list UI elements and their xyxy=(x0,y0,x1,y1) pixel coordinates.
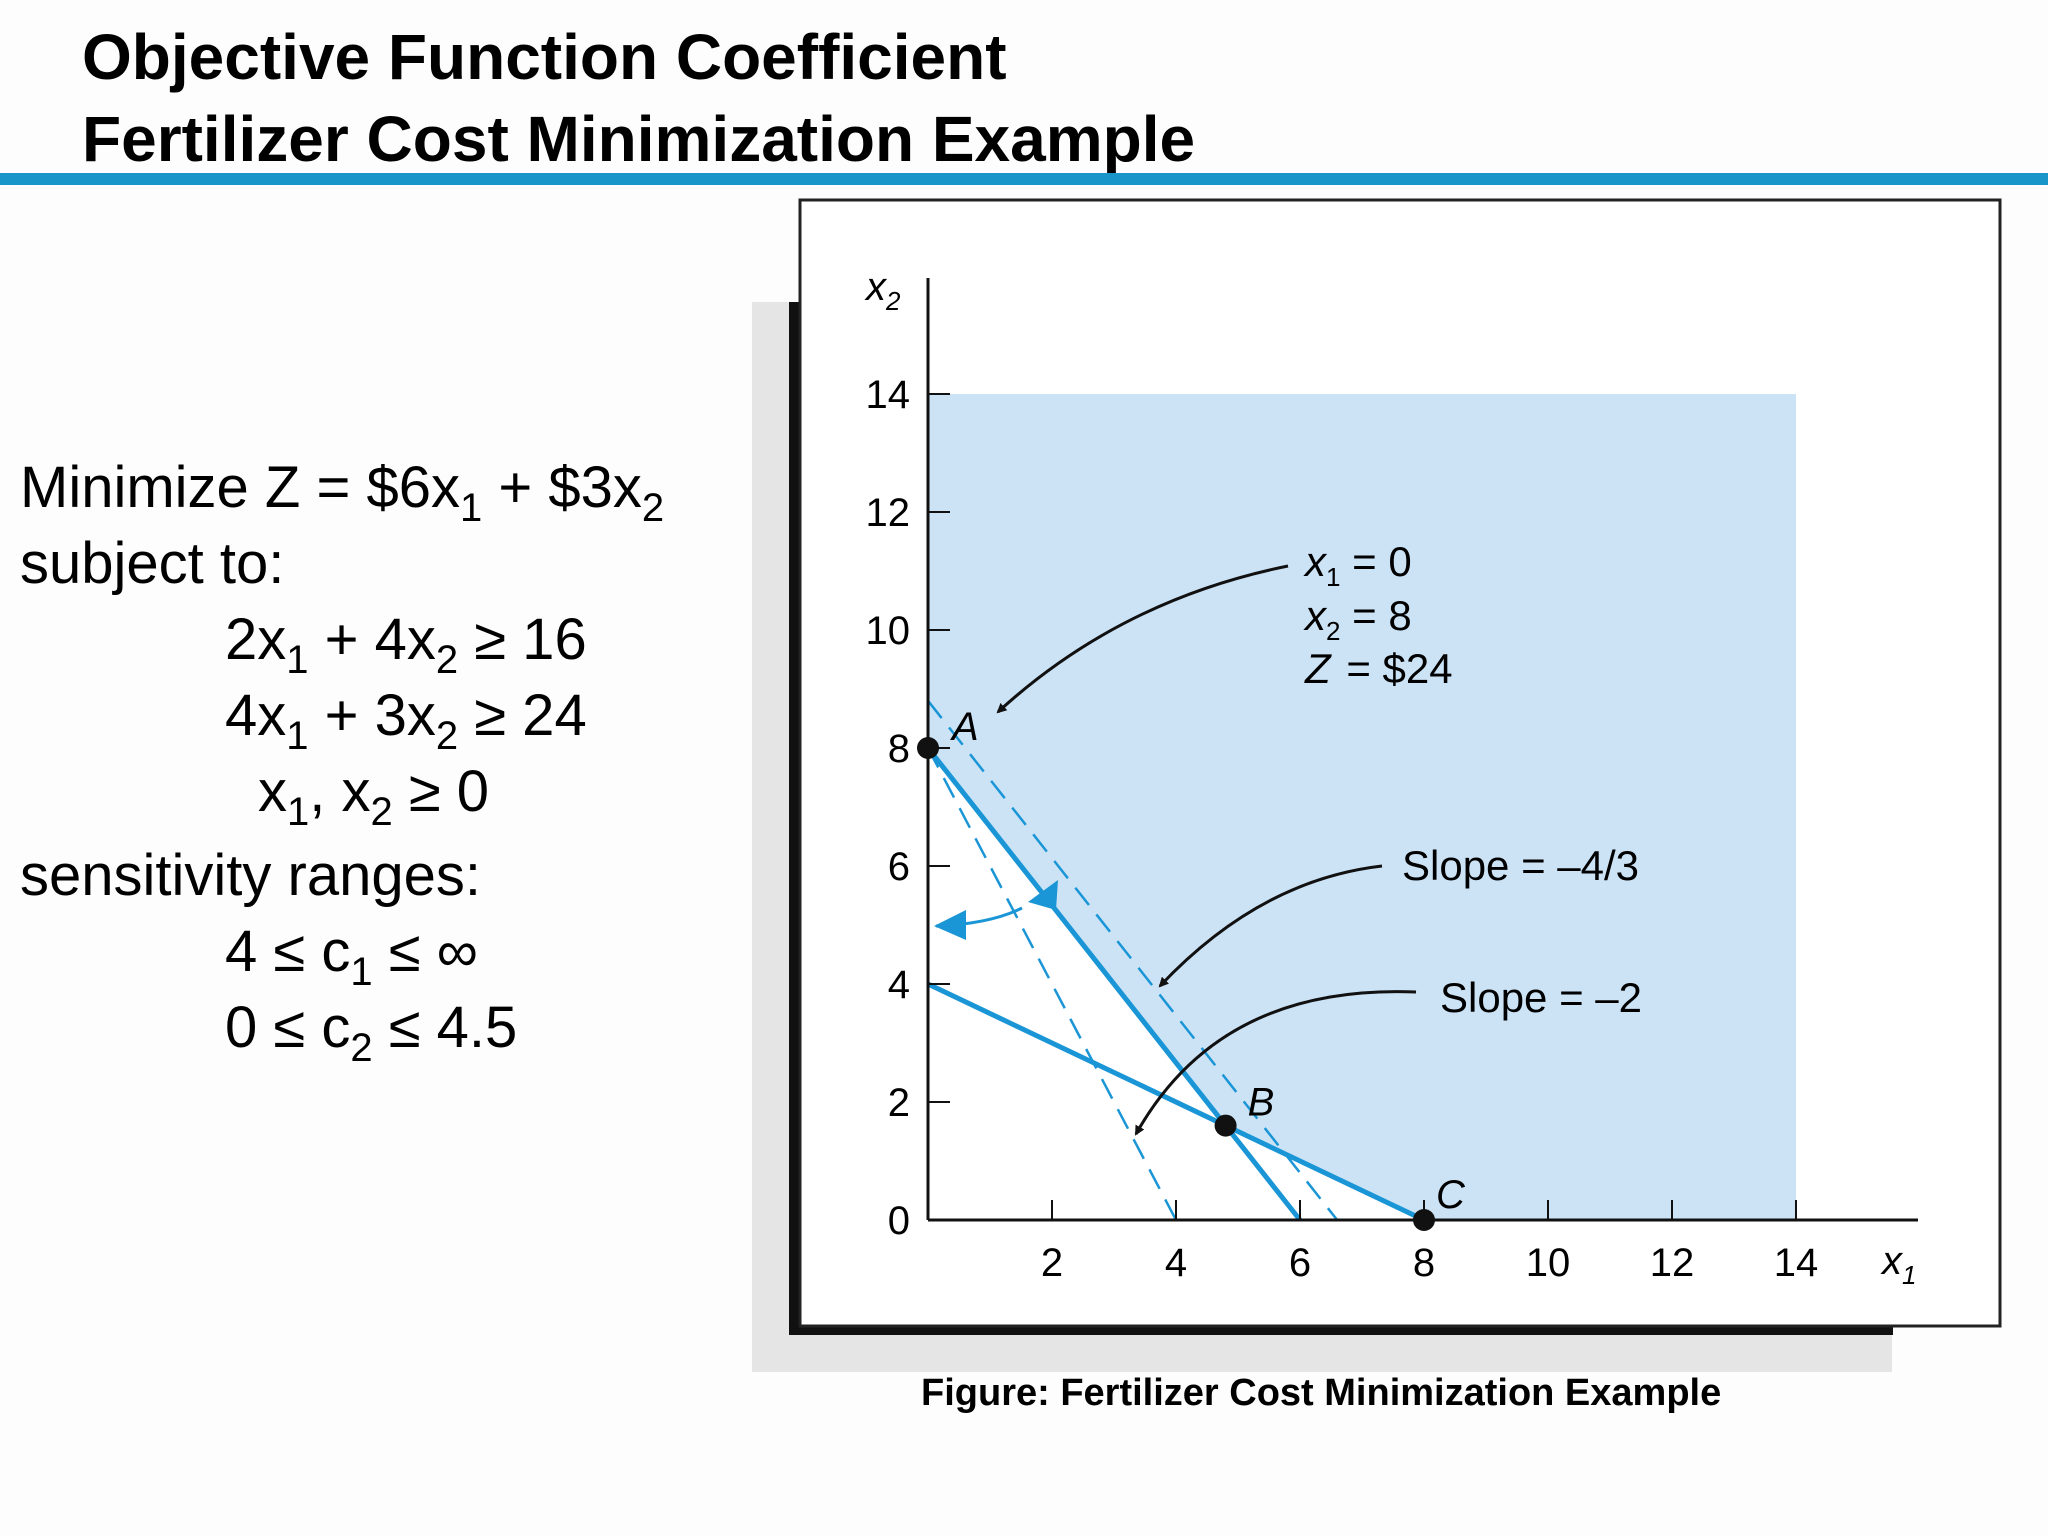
title-line-2: Fertilizer Cost Minimization Example xyxy=(82,103,1196,175)
sensitivity-range-c1: 4 ≤ c1 ≤ ∞ xyxy=(225,919,478,994)
y-tick-label: 6 xyxy=(888,845,910,889)
x-tick-label: 8 xyxy=(1413,1241,1435,1285)
sensitivity-ranges-label: sensitivity ranges: xyxy=(20,843,481,908)
slide-title: Objective Function Coefficient Fertilize… xyxy=(82,16,1195,180)
figure-caption: Figure: Fertilizer Cost Minimization Exa… xyxy=(921,1372,1722,1414)
slope-4-3-arrow xyxy=(1158,864,1383,988)
y-tick-label: 0 xyxy=(888,1199,910,1243)
feasible-region xyxy=(928,394,1796,1220)
x-tick-label: 6 xyxy=(1289,1241,1311,1285)
lp-model: Minimize Z = $6x1 + $3x2 subject to: 2x1… xyxy=(20,450,665,1070)
x-tick-label: 10 xyxy=(1526,1241,1571,1285)
y-tick-label: 8 xyxy=(888,727,910,771)
point-c xyxy=(1413,1209,1435,1231)
x-axis-label: x1 xyxy=(1880,1239,1916,1290)
x-tick-label: 2 xyxy=(1041,1241,1063,1285)
x-tick-label: 4 xyxy=(1165,1241,1187,1285)
rotation-arrowhead-up xyxy=(1028,880,1058,910)
point-label-b: B xyxy=(1248,1081,1275,1125)
title-divider xyxy=(0,173,2048,185)
annotation-a-line1: x1 = 0 xyxy=(1303,538,1412,592)
slope-label-4-3: Slope = –4/3 xyxy=(1402,842,1639,889)
point-a xyxy=(917,737,939,759)
slope-2-arrow xyxy=(1134,990,1417,1136)
point-label-c: C xyxy=(1436,1173,1466,1217)
nonnegativity-constraint: x1, x2 ≥ 0 xyxy=(258,759,490,834)
point-b xyxy=(1214,1114,1237,1137)
y-tick-label: 10 xyxy=(866,609,911,653)
title-line-1: Objective Function Coefficient xyxy=(82,21,1007,93)
constraint-1: 2x1 + 4x2 ≥ 16 xyxy=(225,607,587,682)
x-tick-label: 14 xyxy=(1774,1241,1819,1285)
y-tick-label: 14 xyxy=(866,373,911,417)
annotation-a-arrow xyxy=(996,564,1289,714)
y-axis-label: x2 xyxy=(864,265,901,316)
dashed-line-outer xyxy=(927,700,1339,1221)
constraint-2: 4x1 + 3x2 ≥ 24 xyxy=(225,683,587,758)
rotation-arrowhead-left xyxy=(934,910,966,940)
dashed-line-inner xyxy=(926,747,1178,1221)
subject-to-label: subject to: xyxy=(20,531,285,596)
y-tick-label: 4 xyxy=(888,963,910,1007)
sensitivity-range-c2: 0 ≤ c2 ≤ 4.5 xyxy=(225,995,518,1070)
slope-label-2: Slope = –2 xyxy=(1440,974,1642,1021)
annotation-a-line2: x2 = 8 xyxy=(1303,592,1412,646)
y-tick-label: 12 xyxy=(866,491,911,535)
objective-line xyxy=(926,746,1302,1222)
y-tick-label: 2 xyxy=(888,1081,910,1125)
annotation-a-line3: Z = $24 xyxy=(1304,645,1453,692)
objective-function: Minimize Z = $6x1 + $3x2 xyxy=(20,455,665,530)
x-tick-label: 12 xyxy=(1650,1241,1695,1285)
point-label-a: A xyxy=(950,705,979,749)
constraint-line xyxy=(926,981,1426,1223)
